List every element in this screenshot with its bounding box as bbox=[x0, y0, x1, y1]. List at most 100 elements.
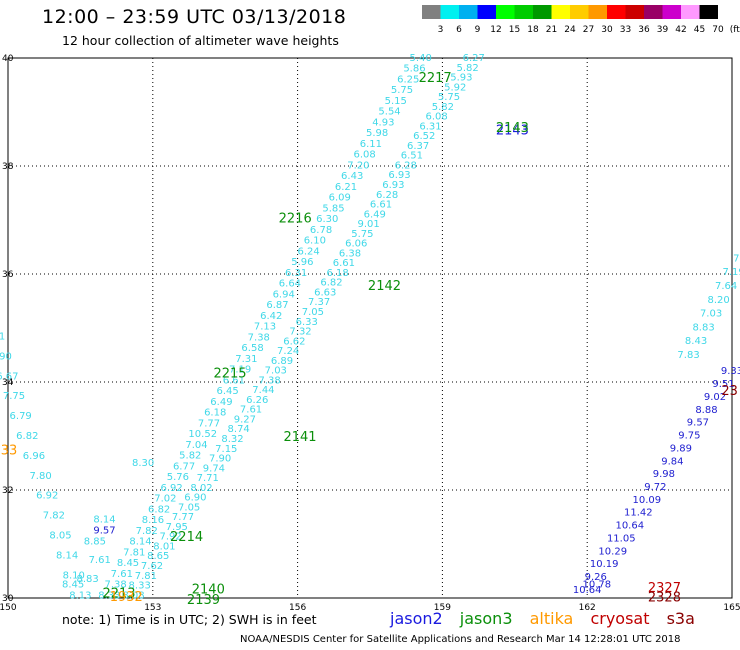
wave-height-value: 8.30 bbox=[132, 458, 154, 469]
lat-tick-label: 32 bbox=[2, 486, 13, 496]
wave-height-value: 7.95 bbox=[166, 522, 188, 533]
wave-height-value: 5.75 bbox=[351, 229, 373, 240]
wave-height-value: 7.81 bbox=[135, 571, 157, 582]
wave-height-value: 5.92 bbox=[444, 82, 466, 93]
wave-height-value: 6.89 bbox=[271, 356, 293, 367]
wave-height-value: 6.21 bbox=[335, 182, 357, 193]
wave-height-value: 8.45 bbox=[117, 558, 139, 569]
lat-lon-grid bbox=[7, 57, 733, 599]
wave-height-value: 6.08 bbox=[426, 112, 448, 123]
wave-height-value: 6.08 bbox=[354, 150, 376, 161]
pass-time-label: 2143 bbox=[496, 123, 529, 138]
wave-height-value: 7.77 bbox=[172, 512, 194, 523]
page-subtitle: 12 hour collection of altimeter wave hei… bbox=[62, 33, 339, 48]
colorbar-swatch bbox=[588, 5, 607, 19]
wave-height-value: 5.86 bbox=[403, 64, 425, 75]
colorbar-swatch bbox=[477, 5, 496, 19]
wave-height-value: 8.33 bbox=[129, 581, 151, 592]
wave-height-value: 5.82 bbox=[456, 63, 478, 74]
legend-altika: altika bbox=[529, 609, 574, 628]
wave-height-value: 9.75 bbox=[678, 431, 700, 442]
wave-height-value: 5.15 bbox=[385, 96, 407, 107]
wave-height-value: 6.31 bbox=[285, 268, 307, 279]
wave-height-value: 8.20 bbox=[707, 295, 729, 306]
wave-height-value: 7.03 bbox=[265, 366, 287, 377]
wave-height-value: 8.88 bbox=[695, 405, 717, 416]
wave-height-value: 7.90 bbox=[0, 351, 12, 362]
wave-height-value: 7.15 bbox=[215, 444, 237, 455]
wave-height-value: 7.83 bbox=[677, 350, 699, 361]
wave-height-value: 6.61 bbox=[223, 375, 245, 386]
wave-height-value: 6.61 bbox=[333, 258, 355, 269]
colorbar-swatch bbox=[607, 5, 626, 19]
lon-tick-label: 150 bbox=[0, 603, 17, 613]
lat-tick-label: 36 bbox=[2, 270, 14, 280]
colorbar-label: 21 bbox=[546, 25, 557, 35]
wave-height-value: 7.90 bbox=[209, 454, 231, 465]
pass-time-label: 2140 bbox=[192, 582, 225, 597]
lat-tick-label: 34 bbox=[2, 378, 14, 388]
wave-height-value: 6.62 bbox=[283, 336, 305, 347]
wave-height-value: 7.37 bbox=[308, 297, 330, 308]
colorbar-swatch bbox=[496, 5, 515, 19]
wave-height-value: 5.40 bbox=[410, 53, 432, 64]
wave-height-value: 7.02 bbox=[154, 494, 176, 505]
colorbar-swatch bbox=[662, 5, 681, 19]
colorbar-label: 6 bbox=[456, 25, 462, 35]
wave-height-value: 6.93 bbox=[382, 180, 404, 191]
wave-height-value: 7.61 bbox=[111, 569, 133, 580]
colorbar-label: 27 bbox=[583, 25, 594, 35]
wave-height-value: 6.49 bbox=[210, 397, 232, 408]
wave-height-value: 8.83 bbox=[77, 574, 99, 585]
wave-height-value: 8.16 bbox=[142, 515, 164, 526]
wave-height-value: 8.65 bbox=[147, 551, 169, 562]
wave-height-value: 6.82 bbox=[320, 278, 342, 289]
wave-height-value: 10.09 bbox=[633, 495, 662, 506]
colorbar-swatch bbox=[644, 5, 663, 19]
wave-height-value: 8.14 bbox=[56, 550, 78, 561]
wave-height-value: 10.78 bbox=[583, 580, 612, 591]
wave-height-value: 5.85 bbox=[322, 203, 344, 214]
wave-height-value: 8.05 bbox=[49, 531, 71, 542]
wave-height-value: 8.13 bbox=[69, 590, 91, 601]
pass-labels: 2217214321432216214222152141221421402139… bbox=[0, 71, 738, 608]
wave-height-value: 10.64 bbox=[573, 585, 602, 596]
mission-legend: jason2 jason3 altika cryosat s3a bbox=[390, 609, 707, 628]
wave-height-value: 5.54 bbox=[378, 107, 400, 118]
wave-height-value: 6.92 bbox=[36, 491, 58, 502]
colorbar-swatch bbox=[440, 5, 459, 19]
wave-height-value: 11.42 bbox=[624, 508, 653, 519]
pass-time-label: 2139 bbox=[187, 593, 220, 608]
wave-height-value: 6.78 bbox=[310, 225, 332, 236]
pass-time-label: 2143 bbox=[496, 121, 529, 136]
lon-tick-label: 162 bbox=[579, 603, 596, 613]
wave-height-value: 7.19 bbox=[229, 365, 251, 376]
wave-height-value: 7.61 bbox=[240, 405, 262, 416]
wave-height-value: 7.13 bbox=[254, 322, 276, 333]
wave-height-value: 6.24 bbox=[297, 246, 319, 257]
wave-height-value: 9.72 bbox=[644, 482, 666, 493]
wave-height-value: 9.33 bbox=[721, 366, 740, 377]
satellite-tracks: 8.088.337.817.628.658.017.927.957.777.05… bbox=[0, 53, 740, 601]
colorbar-label: 45 bbox=[694, 25, 705, 35]
wave-height-value: 8.45 bbox=[62, 580, 84, 591]
wave-height-value: 6.61 bbox=[370, 200, 392, 211]
wave-height-value: 6.18 bbox=[327, 268, 349, 279]
wave-height-value: 7.5 bbox=[733, 253, 740, 264]
colorbar-label: 30 bbox=[601, 25, 613, 35]
wave-height-value: 8.43 bbox=[685, 336, 707, 347]
wave-height-value: 6.45 bbox=[217, 386, 239, 397]
credit-line: NOAA/NESDIS Center for Satellite Applica… bbox=[240, 634, 681, 645]
wave-height-value: 6.94 bbox=[273, 289, 295, 300]
legend-jason3: jason3 bbox=[459, 609, 513, 628]
wave-height-value: 6.10 bbox=[304, 236, 326, 247]
wave-height-value: 7.44 bbox=[252, 385, 274, 396]
lat-tick-label: 40 bbox=[2, 54, 14, 64]
wave-height-value: 5.96 bbox=[291, 257, 313, 268]
wave-height-value: 9.27 bbox=[234, 414, 256, 425]
wave-height-value: 6.25 bbox=[397, 74, 419, 85]
pass-time-label: 1932 bbox=[110, 590, 143, 605]
map-frame bbox=[7, 57, 733, 599]
wave-height-value: 7.38 bbox=[258, 375, 280, 386]
